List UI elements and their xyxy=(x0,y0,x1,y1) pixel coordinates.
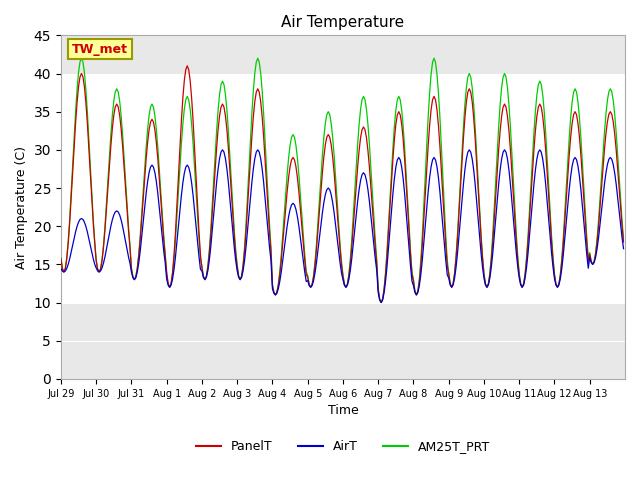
PanelT xyxy=(461,115,468,120)
X-axis label: Time: Time xyxy=(328,404,358,417)
PanelT xyxy=(545,193,552,199)
PanelT xyxy=(94,266,102,272)
Line: AM25T_PRT: AM25T_PRT xyxy=(61,58,623,302)
AM25T_PRT xyxy=(76,59,84,65)
Y-axis label: Air Temperature (C): Air Temperature (C) xyxy=(15,145,28,269)
AirT xyxy=(461,167,468,173)
PanelT xyxy=(348,244,356,250)
AirT xyxy=(348,256,356,262)
PanelT xyxy=(618,223,626,229)
PanelT xyxy=(184,63,191,69)
AM25T_PRT xyxy=(545,181,552,187)
AirT xyxy=(57,265,65,271)
PanelT xyxy=(76,74,84,80)
AM25T_PRT xyxy=(57,255,65,261)
AM25T_PRT xyxy=(95,269,103,275)
AirT xyxy=(620,246,627,252)
AirT xyxy=(545,216,552,221)
AM25T_PRT xyxy=(378,300,385,305)
PanelT xyxy=(57,256,65,262)
Line: PanelT: PanelT xyxy=(61,66,623,302)
Bar xyxy=(61,73,625,302)
AM25T_PRT xyxy=(618,217,626,223)
Text: TW_met: TW_met xyxy=(72,43,128,56)
PanelT xyxy=(620,239,627,245)
AM25T_PRT xyxy=(77,55,85,61)
Line: AirT: AirT xyxy=(61,150,623,302)
Legend: PanelT, AirT, AM25T_PRT: PanelT, AirT, AM25T_PRT xyxy=(191,435,495,458)
AirT xyxy=(378,300,385,305)
AM25T_PRT xyxy=(620,236,627,241)
AM25T_PRT xyxy=(348,237,356,242)
AirT xyxy=(94,268,102,274)
AirT xyxy=(618,235,626,240)
AirT xyxy=(76,216,84,222)
AM25T_PRT xyxy=(461,102,468,108)
AirT xyxy=(219,147,227,153)
Title: Air Temperature: Air Temperature xyxy=(282,15,404,30)
PanelT xyxy=(378,300,385,305)
